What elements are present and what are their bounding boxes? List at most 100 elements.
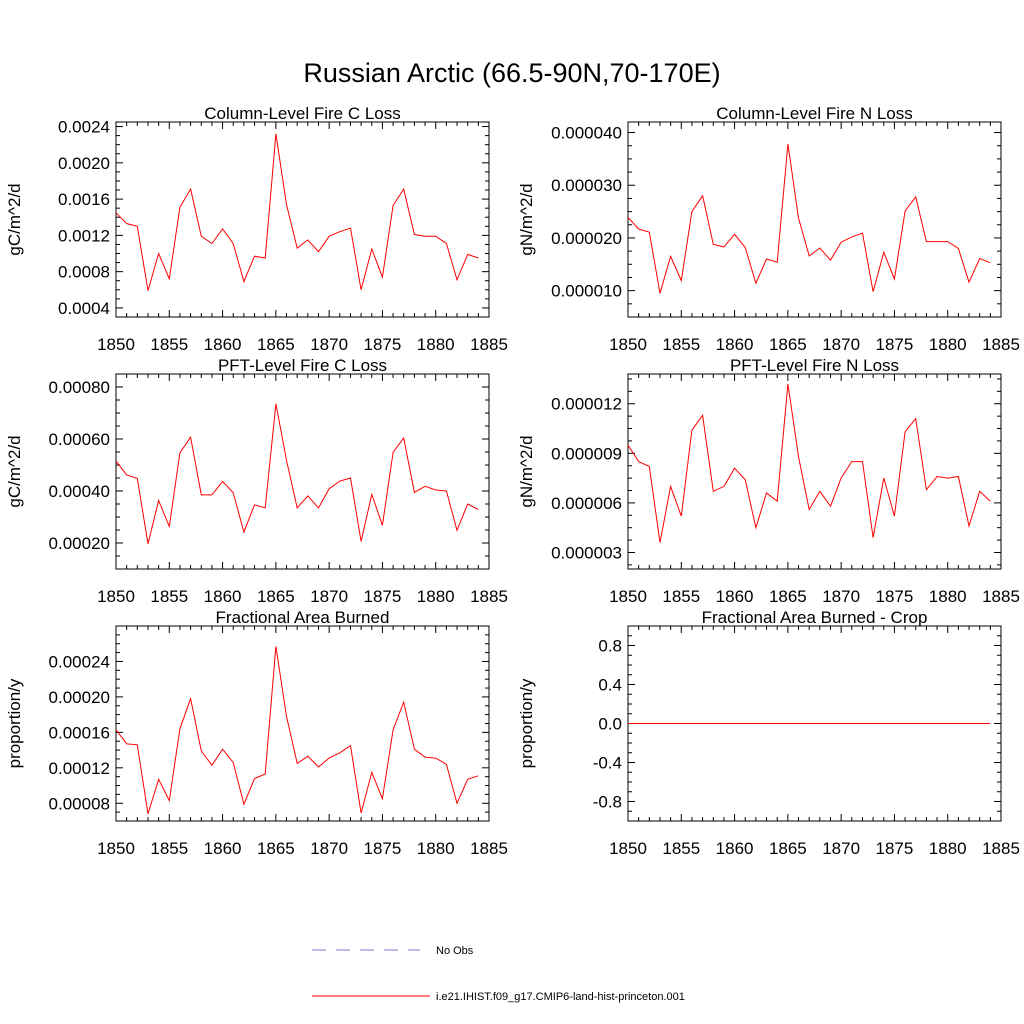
panel-title: Column-Level Fire N Loss xyxy=(716,104,913,123)
panel-2: 1850 1855 1860 1865 1870 1875 1880 1885 0.000010… xyxy=(517,104,1020,354)
series-line xyxy=(115,133,479,291)
x-tick-label: 1860 xyxy=(716,587,754,606)
legend: No Obs i.e21.IHIST.f09_g17.CMIP6-land-hi… xyxy=(312,945,685,1003)
plot-frame xyxy=(115,625,490,822)
x-tick-label: 1855 xyxy=(150,335,188,354)
x-tick-label: 1855 xyxy=(662,839,700,858)
y-tick-label: 0.0012 xyxy=(58,226,110,245)
series-line xyxy=(115,403,479,544)
x-tick-label: 1875 xyxy=(364,839,402,858)
y-tick-label: 0.000010 xyxy=(551,282,622,301)
y-tick-label: 0.00008 xyxy=(49,794,110,813)
plot-frame xyxy=(115,373,490,570)
x-tick-label: 1855 xyxy=(662,335,700,354)
x-tick-label: 1875 xyxy=(364,335,402,354)
x-tick-label: 1865 xyxy=(769,335,807,354)
panel-title: Fractional Area Burned - Crop xyxy=(702,608,928,627)
y-tick-label: 0.00040 xyxy=(49,482,110,501)
x-tick-label: 1860 xyxy=(204,587,242,606)
x-tick-label: 1865 xyxy=(769,587,807,606)
plot-frame xyxy=(627,121,1002,318)
y-tick-label: 0.0020 xyxy=(58,154,110,173)
y-tick-label: 0.0008 xyxy=(58,263,110,282)
x-tick-label: 1880 xyxy=(929,587,967,606)
y-axis-label: proportion/y xyxy=(5,678,24,768)
x-tick-label: 1880 xyxy=(417,335,455,354)
y-axis-label: gN/m^2/d xyxy=(517,183,536,255)
x-tick-label: 1860 xyxy=(204,839,242,858)
x-tick-label: 1885 xyxy=(470,839,508,858)
x-tick-label: 1860 xyxy=(716,839,754,858)
legend-obs-label: No Obs xyxy=(436,945,474,957)
y-tick-label: 0.00024 xyxy=(49,652,110,671)
y-axis-label: gC/m^2/d xyxy=(5,435,24,507)
x-tick-label: 1865 xyxy=(769,839,807,858)
y-tick-label: 0.000003 xyxy=(551,543,622,562)
y-tick-label: 0.00060 xyxy=(49,430,110,449)
x-tick-label: 1870 xyxy=(310,587,348,606)
x-tick-label: 1870 xyxy=(822,335,860,354)
x-tick-label: 1885 xyxy=(982,587,1020,606)
y-tick-label: 0.0024 xyxy=(58,118,110,137)
plot-frame xyxy=(115,121,490,318)
y-tick-label: -0.8 xyxy=(593,793,622,812)
y-axis-label: proportion/y xyxy=(517,678,536,768)
series-line xyxy=(627,383,991,543)
x-tick-label: 1870 xyxy=(822,839,860,858)
y-tick-label: 0.00080 xyxy=(49,378,110,397)
y-tick-label: 0.0 xyxy=(598,715,622,734)
x-tick-label: 1870 xyxy=(822,587,860,606)
panel-4: 1850 1855 1860 1865 1870 1875 1880 1885 0.000003… xyxy=(517,356,1020,606)
plot-frame xyxy=(627,373,1002,570)
x-tick-label: 1850 xyxy=(609,839,647,858)
x-tick-label: 1860 xyxy=(204,335,242,354)
x-tick-label: 1865 xyxy=(257,335,295,354)
y-tick-label: 0.000040 xyxy=(551,124,622,143)
y-tick-label: 0.000006 xyxy=(551,494,622,513)
x-tick-label: 1880 xyxy=(929,839,967,858)
y-tick-label: 0.0004 xyxy=(58,299,110,318)
series-line xyxy=(115,646,479,815)
x-tick-label: 1855 xyxy=(662,587,700,606)
y-tick-label: -0.4 xyxy=(593,754,622,773)
x-tick-label: 1850 xyxy=(609,587,647,606)
y-tick-label: 0.4 xyxy=(598,676,622,695)
figure-title: Russian Arctic (66.5-90N,70-170E) xyxy=(303,58,720,88)
y-tick-label: 0.00020 xyxy=(49,688,110,707)
x-tick-label: 1850 xyxy=(97,335,135,354)
panel-title: PFT-Level Fire N Loss xyxy=(730,356,899,375)
panels: 1850 1855 1860 1865 1870 1875 1880 1885 0.0004 0.… xyxy=(5,104,1020,858)
x-tick-label: 1865 xyxy=(257,839,295,858)
y-tick-label: 0.000020 xyxy=(551,229,622,248)
y-tick-label: 0.000012 xyxy=(551,395,622,414)
x-tick-label: 1885 xyxy=(470,587,508,606)
y-tick-label: 0.8 xyxy=(598,637,622,656)
legend-model-label: i.e21.IHIST.f09_g17.CMIP6-land-hist-prin… xyxy=(436,991,685,1003)
panel-6: 1850 1855 1860 1865 1870 1875 1880 1885 -0.8 -0.4… xyxy=(517,608,1020,858)
x-tick-label: 1870 xyxy=(310,335,348,354)
x-tick-label: 1875 xyxy=(876,335,914,354)
x-tick-label: 1875 xyxy=(876,839,914,858)
y-tick-label: 0.00012 xyxy=(49,759,110,778)
x-tick-label: 1880 xyxy=(417,839,455,858)
x-tick-label: 1885 xyxy=(982,839,1020,858)
y-tick-label: 0.00016 xyxy=(49,723,110,742)
panel-1: 1850 1855 1860 1865 1870 1875 1880 1885 0.0004 0.… xyxy=(5,104,508,354)
x-tick-label: 1865 xyxy=(257,587,295,606)
x-tick-label: 1860 xyxy=(716,335,754,354)
panel-5: 1850 1855 1860 1865 1870 1875 1880 1885 0.00008 0… xyxy=(5,608,508,858)
x-tick-label: 1855 xyxy=(150,587,188,606)
x-tick-label: 1880 xyxy=(417,587,455,606)
series-line xyxy=(627,144,991,294)
x-tick-label: 1870 xyxy=(310,839,348,858)
x-tick-label: 1885 xyxy=(470,335,508,354)
y-tick-label: 0.000009 xyxy=(551,444,622,463)
panel-title: Fractional Area Burned xyxy=(216,608,390,627)
panel-title: Column-Level Fire C Loss xyxy=(204,104,401,123)
y-tick-label: 0.0016 xyxy=(58,190,110,209)
x-tick-label: 1850 xyxy=(97,587,135,606)
y-axis-label: gN/m^2/d xyxy=(517,435,536,507)
y-tick-label: 0.00020 xyxy=(49,534,110,553)
y-tick-label: 0.000030 xyxy=(551,176,622,195)
